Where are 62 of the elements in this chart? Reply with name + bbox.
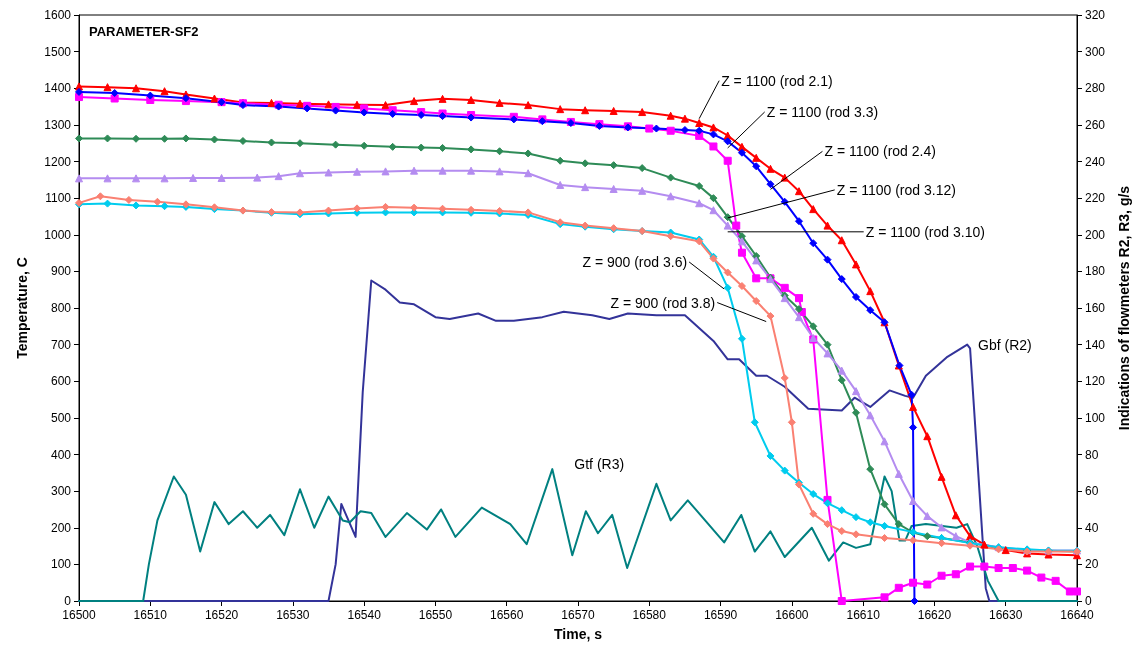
annotation: Z = 1100 (rod 2.4) — [824, 143, 936, 160]
y-axis-title: Temperature, C — [14, 257, 30, 359]
y2-tick-label: 80 — [1085, 447, 1099, 462]
text: PARAMETER-SF2 — [89, 24, 199, 39]
x-tick-label: 16590 — [703, 608, 738, 622]
y-tick-label: 1600 — [44, 8, 72, 22]
y-tick-label: 500 — [50, 410, 72, 425]
annotation: Z = 900 (rod 3.6) — [582, 253, 688, 270]
x-tick-label: 16550 — [418, 608, 453, 622]
y2-tick-label: 320 — [1085, 8, 1106, 22]
y2-tick-label: 280 — [1085, 81, 1106, 96]
y2-tick-label: 100 — [1085, 410, 1106, 425]
x-tick-label: 16540 — [347, 608, 382, 622]
x-tick-label: 16570 — [561, 608, 596, 622]
y2-tick-label: 20 — [1085, 557, 1099, 572]
x-tick-label: 16510 — [133, 608, 168, 622]
x-tick-label: 16610 — [846, 608, 881, 622]
y-tick-label: 700 — [50, 337, 72, 352]
y-tick-label: 0 — [64, 594, 72, 608]
x-tick-label: 16630 — [989, 608, 1023, 622]
annotation: Z = 900 (rod 3.8) — [610, 294, 716, 311]
x-axis-title: Time, s — [554, 626, 603, 642]
x-tick-label: 16580 — [632, 608, 667, 622]
y2-tick-label: 160 — [1085, 301, 1106, 315]
annotation: Z = 1100 (rod 2.1) — [721, 72, 833, 89]
y2-tick-label: 200 — [1085, 227, 1106, 242]
y-tick-label: 900 — [50, 264, 72, 279]
y-tick-label: 100 — [50, 557, 72, 572]
annotation: Gtf (R3) — [574, 456, 625, 473]
y-tick-label: 300 — [50, 484, 72, 499]
x-tick-label: 16520 — [204, 608, 239, 622]
y-tick-label: 1300 — [44, 117, 72, 132]
y2-tick-label: 180 — [1085, 264, 1106, 279]
y-tick-label: 1200 — [44, 154, 72, 169]
y-tick-label: 1500 — [44, 44, 72, 59]
y2-tick-label: 220 — [1085, 191, 1106, 206]
x-tick-label: 16640 — [1060, 608, 1095, 622]
x-tick-label: 16500 — [62, 608, 97, 622]
y2-tick-label: 120 — [1085, 374, 1106, 389]
x-tick-label: 16600 — [775, 608, 809, 622]
annotation: Gbf (R2) — [978, 336, 1032, 353]
y2-tick-label: 0 — [1085, 594, 1092, 608]
y-tick-label: 600 — [50, 374, 72, 389]
y2-tick-label: 260 — [1085, 117, 1106, 132]
y-tick-label: 400 — [50, 447, 72, 462]
y2-tick-label: 40 — [1085, 520, 1099, 535]
annotation: Z = 1100 (rod 3.10) — [865, 223, 985, 240]
y2-tick-label: 300 — [1085, 44, 1106, 59]
y-tick-label: 200 — [50, 520, 72, 535]
x-tick-label: 16530 — [276, 608, 310, 622]
y2-axis-title: Indications of flowmeters R2, R3, g/s — [1116, 185, 1132, 431]
y-tick-label: 1000 — [44, 227, 72, 242]
x-tick-label: 16560 — [490, 608, 524, 622]
y-tick-label: 1100 — [45, 191, 72, 206]
y2-tick-label: 60 — [1085, 484, 1099, 499]
y2-tick-label: 240 — [1085, 154, 1106, 169]
x-tick-label: 16620 — [917, 608, 952, 622]
annotation: Z = 1100 (rod 3.3) — [766, 103, 879, 120]
y-tick-label: 800 — [50, 301, 72, 315]
y2-tick-label: 140 — [1085, 337, 1106, 352]
y-tick-label: 1400 — [44, 81, 72, 96]
annotation: Z = 1100 (rod 3.12) — [836, 181, 956, 198]
